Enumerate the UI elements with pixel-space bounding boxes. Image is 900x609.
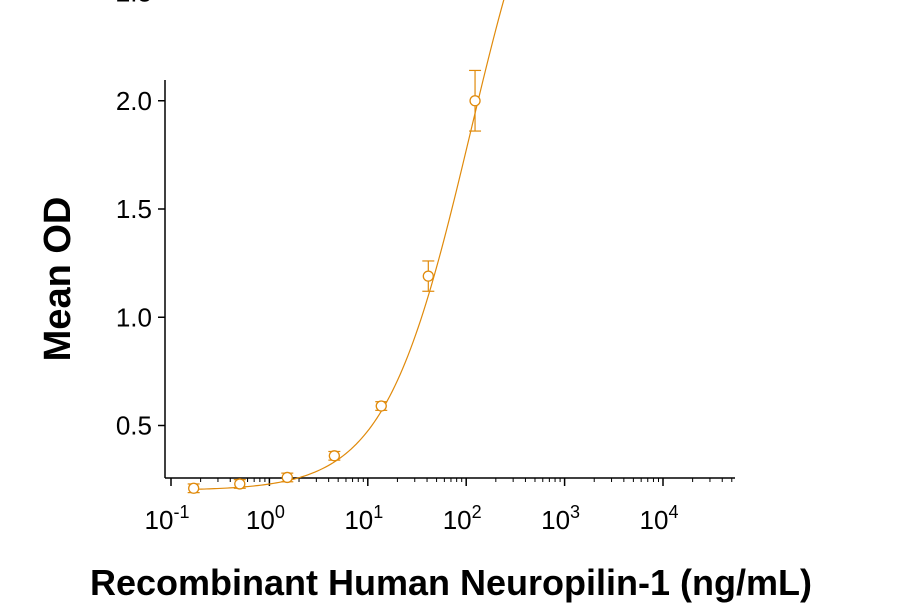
point-marker xyxy=(188,482,200,494)
x-tick-exponent: 1 xyxy=(373,502,383,522)
x-tick-label: 104 xyxy=(640,502,679,535)
data-points xyxy=(187,69,482,494)
y-tick-label: 0.5 xyxy=(116,411,152,441)
x-tick-exponent: 2 xyxy=(472,502,482,522)
data-point xyxy=(281,471,294,484)
x-tick-label: 103 xyxy=(541,502,580,535)
data-point xyxy=(375,400,388,412)
y-tick-label: 1.0 xyxy=(116,302,152,332)
data-point xyxy=(422,260,435,292)
x-tick-base: 10 xyxy=(145,505,174,535)
x-tick-label: 102 xyxy=(443,502,482,535)
axes xyxy=(164,80,735,479)
x-axis-ticks: 10-1 100 101 102 103 104 xyxy=(145,478,733,535)
point-marker xyxy=(234,478,246,490)
x-tick-base: 10 xyxy=(443,505,472,535)
y-tick-label: 1.5 xyxy=(116,194,152,224)
x-tick-label: 10-1 xyxy=(145,502,190,535)
fit-curve xyxy=(193,0,505,490)
point-marker xyxy=(422,270,434,282)
x-tick-base: 10 xyxy=(541,505,570,535)
x-tick-base: 10 xyxy=(344,505,373,535)
y-axis-ticks: 0.51.01.52.02.53.03.5 xyxy=(116,0,165,441)
data-point xyxy=(233,478,246,490)
x-axis-title: Recombinant Human Neuropilin-1 (ng/mL) xyxy=(90,562,812,603)
data-point xyxy=(328,450,341,462)
point-marker xyxy=(281,471,293,484)
x-tick-label: 101 xyxy=(344,502,383,535)
data-point xyxy=(187,482,200,494)
x-tick-exponent: 0 xyxy=(275,502,285,522)
x-tick-exponent: 4 xyxy=(668,502,678,522)
y-tick-label: 2.0 xyxy=(116,86,152,116)
x-tick-base: 10 xyxy=(246,505,275,535)
x-tick-exponent: -1 xyxy=(173,502,189,522)
y-tick-label: 2.5 xyxy=(116,0,152,8)
point-marker xyxy=(328,450,340,462)
point-marker xyxy=(375,400,387,412)
point-marker xyxy=(469,95,481,107)
x-tick-base: 10 xyxy=(640,505,669,535)
x-tick-label: 100 xyxy=(246,502,285,535)
x-tick-exponent: 3 xyxy=(570,502,580,522)
y-axis-title: Mean OD xyxy=(37,197,79,362)
data-point xyxy=(469,69,482,132)
